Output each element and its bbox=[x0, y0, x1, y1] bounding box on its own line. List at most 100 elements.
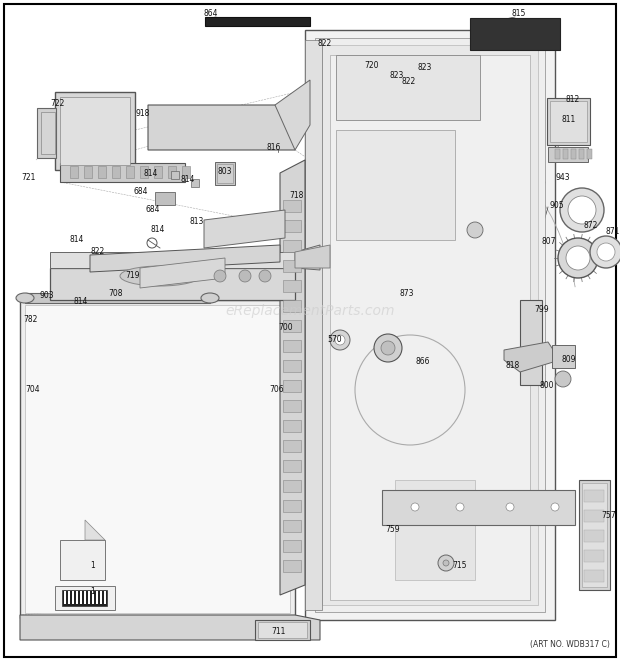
Polygon shape bbox=[336, 55, 480, 120]
Bar bbox=[76, 591, 78, 604]
Text: 803: 803 bbox=[217, 167, 231, 176]
Bar bbox=[283, 400, 301, 412]
Circle shape bbox=[411, 503, 419, 511]
Text: 708: 708 bbox=[108, 290, 123, 299]
Circle shape bbox=[597, 243, 615, 261]
Bar bbox=[154, 166, 162, 178]
Text: 1: 1 bbox=[91, 588, 95, 596]
Circle shape bbox=[381, 341, 395, 355]
Polygon shape bbox=[295, 245, 330, 268]
Polygon shape bbox=[305, 40, 322, 610]
Text: 684: 684 bbox=[133, 188, 148, 196]
Bar bbox=[584, 490, 604, 502]
Text: 704: 704 bbox=[25, 385, 40, 395]
Bar bbox=[584, 530, 604, 542]
Circle shape bbox=[438, 555, 454, 571]
Polygon shape bbox=[330, 55, 530, 600]
Text: 721: 721 bbox=[22, 173, 36, 182]
Text: 822: 822 bbox=[402, 77, 416, 87]
Circle shape bbox=[374, 334, 402, 362]
Polygon shape bbox=[579, 480, 610, 590]
Polygon shape bbox=[60, 540, 105, 580]
Circle shape bbox=[551, 503, 559, 511]
Polygon shape bbox=[217, 164, 233, 183]
Text: 823: 823 bbox=[418, 63, 432, 73]
Text: 905: 905 bbox=[550, 200, 565, 210]
Bar bbox=[64, 591, 66, 604]
Text: 816: 816 bbox=[267, 143, 281, 153]
Text: 866: 866 bbox=[416, 358, 430, 366]
Polygon shape bbox=[548, 147, 588, 162]
Polygon shape bbox=[90, 245, 280, 272]
Bar bbox=[283, 560, 301, 572]
Polygon shape bbox=[155, 192, 175, 205]
Text: 715: 715 bbox=[452, 561, 466, 570]
Ellipse shape bbox=[201, 293, 219, 303]
Text: 718: 718 bbox=[289, 190, 303, 200]
Bar bbox=[104, 591, 106, 604]
Polygon shape bbox=[255, 620, 310, 640]
Bar bbox=[283, 300, 301, 312]
Polygon shape bbox=[37, 108, 56, 158]
Bar bbox=[283, 480, 301, 492]
Circle shape bbox=[558, 238, 598, 278]
Text: 814: 814 bbox=[69, 235, 84, 245]
Text: 814: 814 bbox=[144, 169, 158, 178]
Polygon shape bbox=[280, 160, 305, 595]
Bar bbox=[584, 550, 604, 562]
Bar bbox=[283, 200, 301, 212]
Polygon shape bbox=[382, 490, 575, 525]
Text: 706: 706 bbox=[269, 385, 284, 395]
Polygon shape bbox=[20, 615, 320, 640]
Polygon shape bbox=[336, 130, 455, 240]
Polygon shape bbox=[315, 38, 545, 612]
Polygon shape bbox=[520, 300, 542, 385]
Text: 720: 720 bbox=[364, 61, 378, 69]
Circle shape bbox=[568, 196, 596, 224]
Bar bbox=[166, 196, 174, 204]
Text: 759: 759 bbox=[386, 525, 400, 535]
Circle shape bbox=[590, 236, 620, 268]
Bar bbox=[584, 570, 604, 582]
Text: 1: 1 bbox=[91, 561, 95, 570]
Text: 757: 757 bbox=[601, 510, 616, 520]
Text: 818: 818 bbox=[506, 360, 520, 369]
Bar bbox=[62, 590, 107, 606]
Text: 871: 871 bbox=[606, 227, 620, 237]
Bar bbox=[96, 591, 98, 604]
Bar bbox=[72, 591, 74, 604]
Text: eReplacementParts.com: eReplacementParts.com bbox=[225, 303, 395, 317]
Ellipse shape bbox=[120, 266, 200, 286]
Text: 684: 684 bbox=[146, 206, 160, 215]
Bar bbox=[283, 220, 301, 232]
Text: 812: 812 bbox=[565, 95, 579, 104]
Circle shape bbox=[443, 560, 449, 566]
Polygon shape bbox=[295, 245, 320, 270]
Text: 943: 943 bbox=[555, 173, 570, 182]
Text: 814: 814 bbox=[74, 297, 88, 307]
Bar bbox=[587, 149, 592, 159]
Text: 719: 719 bbox=[125, 272, 140, 280]
Text: 799: 799 bbox=[534, 305, 549, 315]
Bar bbox=[112, 166, 120, 178]
Bar bbox=[126, 166, 134, 178]
Bar bbox=[182, 166, 190, 178]
Polygon shape bbox=[395, 480, 475, 580]
Bar bbox=[283, 380, 301, 392]
Polygon shape bbox=[41, 112, 55, 154]
Polygon shape bbox=[25, 293, 210, 303]
Polygon shape bbox=[205, 17, 310, 26]
Text: 570: 570 bbox=[327, 336, 342, 344]
Bar bbox=[283, 260, 301, 272]
Bar bbox=[283, 240, 301, 252]
Text: 813: 813 bbox=[190, 217, 204, 227]
Circle shape bbox=[330, 330, 350, 350]
Bar bbox=[80, 591, 82, 604]
Circle shape bbox=[259, 270, 271, 282]
Text: 800: 800 bbox=[540, 381, 554, 389]
Bar bbox=[555, 149, 560, 159]
Text: 864: 864 bbox=[203, 9, 218, 19]
Circle shape bbox=[214, 270, 226, 282]
Polygon shape bbox=[50, 268, 295, 300]
Text: 807: 807 bbox=[542, 237, 557, 247]
